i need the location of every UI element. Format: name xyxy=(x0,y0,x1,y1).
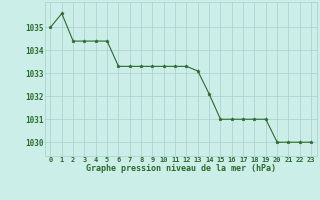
X-axis label: Graphe pression niveau de la mer (hPa): Graphe pression niveau de la mer (hPa) xyxy=(86,164,276,173)
